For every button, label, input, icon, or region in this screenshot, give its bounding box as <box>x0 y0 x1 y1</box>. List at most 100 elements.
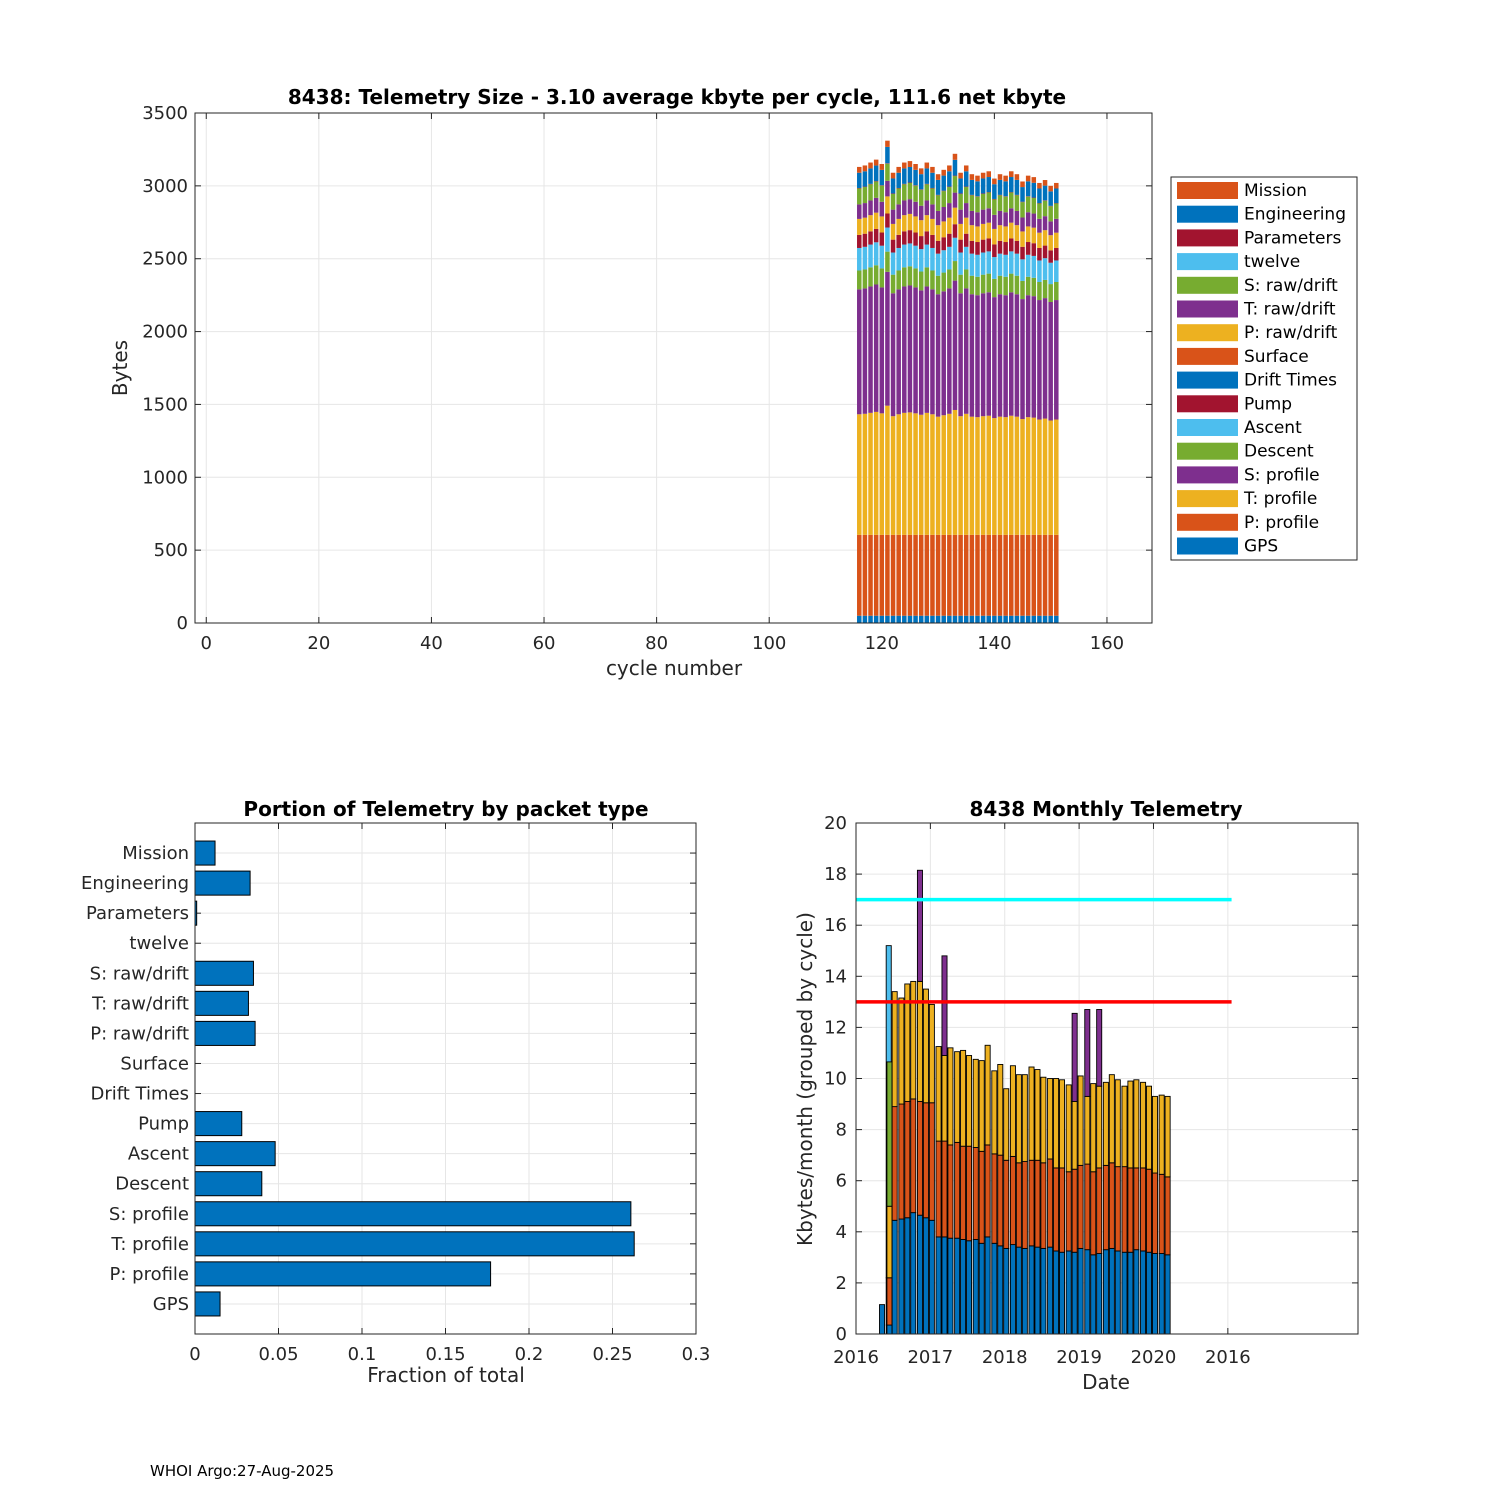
monthly-bar-segment <box>922 1102 929 1219</box>
monthly-bar-segment <box>1040 1162 1047 1249</box>
top-xtick-label: 140 <box>977 633 1011 654</box>
monthly-bar-segment <box>1040 1076 1047 1164</box>
monthly-bar-segment <box>1114 1250 1121 1335</box>
monthly-bar-segment <box>1127 1251 1134 1335</box>
top-bar-segment <box>1042 279 1048 299</box>
top-xtick-label: 40 <box>420 633 443 654</box>
top-bar-segment <box>958 223 963 240</box>
top-bar-segment <box>918 534 924 616</box>
monthly-bar-segment <box>1003 1247 1010 1335</box>
legend-label: P: raw/drift <box>1244 323 1338 343</box>
bottom-right-chart-xlabel: Date <box>1082 1370 1130 1394</box>
monthly-ytick-label: 10 <box>824 1069 847 1090</box>
monthly-bar-segment <box>954 1237 961 1335</box>
top-bar-segment <box>969 195 975 211</box>
monthly-bar-segment <box>1121 1085 1128 1168</box>
monthly-bar-segment <box>947 1144 954 1239</box>
top-bar-segment <box>879 287 885 414</box>
monthly-bar-segment <box>991 1242 998 1335</box>
top-bar-segment <box>969 240 975 254</box>
top-bar-segment <box>1054 281 1059 301</box>
top-bar-segment <box>862 288 868 414</box>
top-bar-segment <box>862 269 868 289</box>
monthly-bar-segment <box>935 1046 942 1142</box>
top-bar-segment <box>1042 534 1048 616</box>
monthly-bar-segment <box>960 1145 967 1240</box>
top-bar-segment <box>975 615 980 623</box>
monthly-xtick-label: 2016 <box>1205 1347 1251 1368</box>
monthly-bar-segment <box>978 1242 985 1335</box>
top-bar-segment <box>997 240 1003 254</box>
monthly-bar-segment <box>1047 1246 1054 1335</box>
monthly-bar-segment <box>984 1044 991 1146</box>
top-bar-segment <box>862 233 868 247</box>
top-bar-segment <box>857 218 862 235</box>
top-bar-segment <box>941 534 946 616</box>
top-bar-segment <box>930 247 935 271</box>
top-bar-segment <box>913 185 918 202</box>
top-bar-segment <box>975 254 980 277</box>
top-bar-segment <box>862 187 868 204</box>
top-bar-segment <box>935 195 941 211</box>
top-bar-segment <box>1025 276 1031 296</box>
top-bar-segment <box>879 164 885 170</box>
top-bar-segment <box>1009 171 1014 178</box>
top-bar-segment <box>1048 191 1053 206</box>
top-bar-segment <box>902 534 907 616</box>
top-bar-segment <box>992 178 997 185</box>
top-bar-segment <box>930 534 935 616</box>
legend-swatch <box>1177 253 1238 271</box>
top-bar-segment <box>969 210 975 226</box>
top-bar-segment <box>975 226 980 243</box>
top-bar-segment <box>997 253 1003 276</box>
legend-swatch <box>1177 182 1238 199</box>
top-bar-segment <box>896 247 901 271</box>
top-bar-segment <box>913 232 918 246</box>
monthly-bar-segment <box>991 1070 998 1155</box>
top-bar-segment <box>868 200 873 216</box>
top-bar-segment <box>958 615 963 623</box>
monthly-bar-segment <box>1096 1085 1103 1169</box>
top-bar-segment <box>1042 185 1048 201</box>
top-bar-segment <box>963 171 969 187</box>
monthly-bar-segment <box>1151 1172 1158 1254</box>
top-bar-segment <box>890 416 896 535</box>
monthly-bar-segment <box>1102 1081 1109 1166</box>
top-bar-segment <box>1003 226 1008 243</box>
monthly-bar-segment <box>1059 1079 1065 1169</box>
monthly-bar-segment <box>898 1218 905 1335</box>
hbar-plot-frame <box>194 822 697 1335</box>
top-bar-segment <box>952 280 958 410</box>
top-bar-segment <box>947 534 952 616</box>
top-bar-segment <box>992 199 997 215</box>
monthly-bar-segment <box>1053 1167 1060 1252</box>
top-bar-segment <box>1054 615 1059 623</box>
hbar-category-label: Ascent <box>128 1144 189 1165</box>
monthly-bar-segment <box>1146 1251 1153 1335</box>
legend-label: Descent <box>1244 442 1314 462</box>
hbar-bar <box>194 1261 492 1287</box>
top-bar-segment <box>969 179 975 195</box>
top-bar-segment <box>1037 260 1042 282</box>
top-bar-segment <box>980 193 986 210</box>
top-bar-segment <box>1020 299 1025 420</box>
monthly-ytick-label: 6 <box>836 1171 847 1192</box>
top-xtick-label: 160 <box>1090 633 1124 654</box>
top-bar-segment <box>947 413 952 535</box>
top-bar-segment <box>935 416 941 535</box>
hbar-xtick-label: 0.2 <box>515 1344 544 1365</box>
top-bar-segment <box>1031 198 1037 214</box>
legend-label: twelve <box>1244 252 1300 272</box>
top-bar-segment <box>947 615 952 623</box>
top-bar-segment <box>1042 245 1048 259</box>
top-bar-segment <box>918 271 924 291</box>
monthly-bar-segment <box>1084 1163 1091 1251</box>
top-bar-segment <box>930 289 935 415</box>
monthly-bar-segment <box>935 1236 942 1335</box>
monthly-bar-segment <box>1040 1247 1047 1335</box>
top-bar-segment <box>1014 240 1020 254</box>
top-bar-segment <box>1037 615 1042 623</box>
monthly-bar-segment <box>978 1060 985 1152</box>
top-bar-segment <box>907 243 913 267</box>
top-bar-segment <box>902 412 907 535</box>
